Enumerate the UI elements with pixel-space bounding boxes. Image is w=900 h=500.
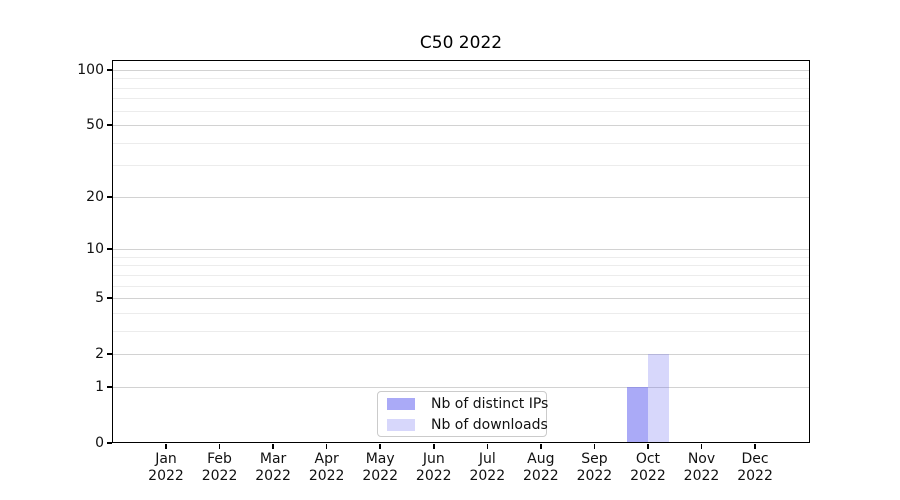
bar-nb-of-distinct-ips bbox=[626, 386, 648, 443]
x-tick-month: Nov bbox=[687, 451, 716, 467]
gridline-minor bbox=[113, 110, 809, 112]
x-tick-year: 2022 bbox=[630, 468, 666, 484]
gridline-minor bbox=[113, 98, 809, 100]
x-tick-year: 2022 bbox=[201, 468, 238, 484]
y-tick bbox=[106, 248, 112, 250]
x-tick-month: Feb bbox=[207, 451, 232, 467]
x-tick-month: Sep bbox=[581, 451, 608, 467]
y-tick bbox=[106, 442, 112, 444]
x-tick-month: Dec bbox=[741, 451, 769, 467]
x-tick-year: 2022 bbox=[523, 468, 559, 484]
x-tick-label: Nov 2022 bbox=[670, 451, 734, 485]
x-tick bbox=[165, 444, 167, 449]
x-tick bbox=[754, 444, 756, 449]
gridline-minor bbox=[113, 285, 809, 287]
gridline-major bbox=[113, 354, 809, 356]
gridline-minor bbox=[113, 265, 809, 267]
x-tick-year: 2022 bbox=[683, 468, 720, 484]
x-tick-month: Aug bbox=[527, 451, 555, 467]
x-tick-year: 2022 bbox=[737, 468, 773, 484]
gridline-major bbox=[113, 386, 809, 388]
x-tick bbox=[700, 444, 703, 449]
x-tick-month: Oct bbox=[635, 451, 661, 467]
y-tick-label: 0 bbox=[95, 435, 104, 451]
gridline-major bbox=[113, 196, 809, 198]
legend-swatch-distinct-ips bbox=[387, 397, 415, 410]
y-tick bbox=[106, 196, 112, 198]
x-tick-label: May 2022 bbox=[348, 451, 412, 485]
x-tick-label: Dec 2022 bbox=[723, 451, 787, 485]
x-tick-year: 2022 bbox=[255, 468, 291, 484]
x-tick-label: Jan 2022 bbox=[134, 451, 198, 485]
x-tick-year: 2022 bbox=[148, 468, 184, 484]
x-tick-label: Apr 2022 bbox=[295, 451, 359, 485]
x-tick-month: Apr bbox=[314, 451, 339, 467]
x-tick-month: May bbox=[365, 451, 395, 467]
x-tick-label: Oct 2022 bbox=[616, 451, 680, 485]
x-tick bbox=[647, 444, 649, 449]
gridline-minor bbox=[113, 330, 809, 332]
x-tick-label: Sep 2022 bbox=[562, 451, 626, 485]
x-tick-label: Mar 2022 bbox=[241, 451, 305, 485]
legend-item-distinct-ips: Nb of distinct IPs bbox=[387, 396, 548, 412]
x-tick bbox=[486, 444, 489, 449]
legend-item-downloads: Nb of downloads bbox=[387, 417, 548, 433]
y-tick bbox=[106, 124, 112, 126]
y-tick bbox=[106, 386, 112, 388]
legend: Nb of distinct IPs Nb of downloads bbox=[377, 391, 548, 437]
y-tick-label: 1 bbox=[95, 378, 104, 395]
gridline-major bbox=[113, 125, 809, 127]
y-tick bbox=[106, 297, 112, 299]
x-tick-year: 2022 bbox=[362, 468, 398, 484]
x-tick-year: 2022 bbox=[576, 468, 613, 484]
gridline-minor bbox=[113, 274, 809, 276]
x-tick bbox=[218, 444, 221, 449]
x-tick-month: Jun bbox=[422, 451, 445, 467]
chart-title: C50 2022 bbox=[419, 33, 503, 53]
x-tick-month: Jan bbox=[155, 451, 177, 467]
gridline-major bbox=[113, 249, 809, 251]
legend-swatch-downloads bbox=[387, 418, 415, 431]
x-tick bbox=[540, 444, 542, 449]
gridline-major bbox=[113, 298, 809, 300]
gridline-minor bbox=[113, 87, 809, 89]
legend-label-distinct-ips: Nb of distinct IPs bbox=[431, 395, 549, 412]
x-tick bbox=[593, 444, 596, 449]
x-tick-year: 2022 bbox=[308, 468, 345, 484]
y-tick-label: 10 bbox=[86, 241, 104, 258]
x-tick-month: Mar bbox=[259, 451, 287, 467]
gridline-major bbox=[113, 70, 809, 71]
bar-nb-of-downloads bbox=[647, 354, 669, 443]
y-tick-label: 50 bbox=[86, 117, 104, 134]
y-tick-label: 100 bbox=[77, 62, 104, 78]
x-tick-label: Aug 2022 bbox=[509, 451, 573, 485]
x-tick-label: Jun 2022 bbox=[402, 451, 466, 485]
gridline-minor bbox=[113, 312, 809, 314]
gridline-minor bbox=[113, 78, 809, 80]
plot-area bbox=[112, 60, 810, 443]
y-tick-label: 5 bbox=[95, 290, 104, 307]
x-tick-month: Jul bbox=[478, 451, 496, 467]
y-tick-label: 20 bbox=[86, 188, 104, 205]
x-tick bbox=[379, 444, 381, 449]
x-tick bbox=[433, 444, 435, 449]
legend-label-downloads: Nb of downloads bbox=[431, 416, 548, 433]
x-tick-year: 2022 bbox=[469, 468, 506, 484]
y-tick bbox=[106, 353, 112, 355]
y-tick bbox=[106, 69, 112, 71]
x-tick bbox=[272, 444, 274, 449]
x-tick-year: 2022 bbox=[415, 468, 452, 484]
x-tick-label: Jul 2022 bbox=[455, 451, 519, 485]
gridline-minor bbox=[113, 142, 809, 144]
gridline-minor bbox=[113, 256, 809, 258]
gridline-minor bbox=[113, 165, 809, 167]
y-tick-label: 2 bbox=[95, 346, 104, 363]
x-tick-label: Feb 2022 bbox=[188, 451, 252, 485]
x-tick bbox=[325, 444, 328, 449]
